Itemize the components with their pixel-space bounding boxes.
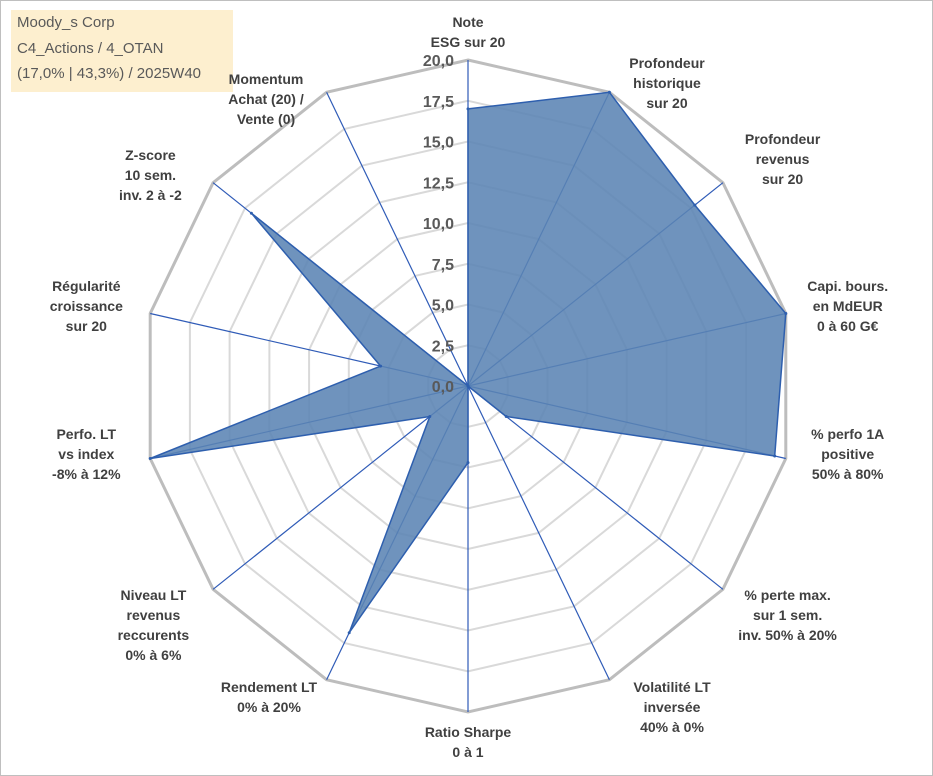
- axis-label-line: historique: [633, 75, 701, 91]
- axis-label-5: % perte max. sur 1 sem. inv. 50% à 20%: [738, 587, 837, 643]
- axis-label-line: sur 20: [646, 95, 687, 111]
- axis-label-line: positive: [821, 446, 874, 462]
- data-point-0: [466, 107, 470, 111]
- axis-spoke-5: [467, 385, 724, 590]
- tick-label-3: 7,5: [432, 257, 454, 274]
- axis-label-1: Profondeur historique sur 20: [629, 55, 705, 111]
- axis-spoke-6: [467, 385, 610, 680]
- tick-label-8: 20,0: [423, 53, 454, 70]
- info-company-name: Moody_s Corp: [17, 14, 115, 31]
- axis-label-line: ESG sur 20: [431, 34, 506, 50]
- axis-label-line: % perfo 1A: [811, 426, 884, 442]
- data-point-4: [773, 454, 777, 458]
- axis-label-line: Note: [452, 14, 483, 30]
- axis-label-line: Profondeur: [745, 131, 821, 147]
- tick-label-1: 2,5: [432, 338, 454, 355]
- radar-tick-labels: 0,0 2,5 5,0 7,5 10,0 12,5 15,0 17,5 20,0: [423, 53, 454, 396]
- axis-label-11: Régularité croissance sur 20: [50, 278, 123, 334]
- axis-label-line: revenus: [127, 607, 181, 623]
- info-stats-week: (17,0% | 43,3%) / 2025W40: [17, 65, 201, 82]
- axis-label-line: Vente (0): [237, 111, 295, 127]
- axis-label-line: vs index: [58, 446, 114, 462]
- axis-label-line: 0 à 1: [452, 744, 483, 760]
- axis-label-line: Profondeur: [629, 55, 705, 71]
- axis-label-line: -8% à 12%: [52, 466, 121, 482]
- data-point-8: [347, 631, 351, 635]
- data-point-10: [148, 457, 152, 460]
- axis-label-line: revenus: [756, 151, 810, 167]
- axis-label-line: en MdEUR: [813, 298, 883, 314]
- axis-label-line: reccurents: [118, 627, 190, 643]
- tick-label-4: 10,0: [423, 216, 454, 233]
- axis-label-line: sur 20: [66, 318, 107, 334]
- tick-label-2: 5,0: [432, 298, 454, 315]
- axis-label-line: inversée: [644, 699, 701, 715]
- axis-label-12: Z-score 10 sem. inv. 2 à -2: [119, 147, 182, 203]
- radar-series-layer: [148, 90, 788, 635]
- axis-label-line: Rendement LT: [221, 679, 318, 695]
- axis-label-2: Profondeur revenus sur 20: [745, 131, 821, 187]
- axis-label-line: Achat (20) /: [228, 91, 304, 107]
- data-point-2: [693, 203, 697, 207]
- axis-label-8: Rendement LT 0% à 20%: [221, 679, 318, 715]
- axis-label-line: 0% à 20%: [237, 699, 301, 715]
- axis-label-0: Note ESG sur 20: [431, 14, 506, 50]
- axis-label-line: Niveau LT: [120, 587, 186, 603]
- axis-label-line: Ratio Sharpe: [425, 724, 512, 740]
- data-point-5: [504, 415, 508, 418]
- info-box: Moody_s Corp C4_Actions / 4_OTAN (17,0% …: [11, 10, 233, 92]
- axis-spoke-13: [326, 92, 469, 387]
- axis-label-line: Z-score: [125, 147, 176, 163]
- axis-label-line: Perfo. LT: [56, 426, 116, 442]
- axis-label-line: Capi. bours.: [807, 278, 888, 294]
- info-category: C4_Actions / 4_OTAN: [17, 40, 164, 57]
- axis-label-line: 0 à 60 G€: [817, 318, 879, 334]
- tick-label-5: 12,5: [423, 175, 454, 192]
- data-point-7: [466, 461, 470, 465]
- axis-label-line: sur 1 sem.: [753, 607, 822, 623]
- axis-label-line: 40% à 0%: [640, 719, 704, 735]
- tick-label-0: 0,0: [432, 379, 454, 396]
- data-point-3: [784, 312, 788, 315]
- axis-label-line: Momentum: [229, 71, 304, 87]
- axis-label-10: Perfo. LT vs index -8% à 12%: [52, 426, 121, 482]
- axis-label-7: Ratio Sharpe 0 à 1: [425, 724, 512, 760]
- tick-label-7: 17,5: [423, 94, 454, 111]
- axis-label-line: Régularité: [52, 278, 121, 294]
- radar-axis-labels: Note ESG sur 20 Profondeur historique sur 20…: [50, 14, 888, 760]
- data-point-12: [249, 211, 253, 215]
- axis-spoke-9: [212, 385, 469, 590]
- axis-label-line: Volatilité LT: [633, 679, 711, 695]
- axis-label-line: croissance: [50, 298, 123, 314]
- axis-label-line: 50% à 80%: [812, 466, 884, 482]
- axis-label-13: Momentum Achat (20) / Vente (0): [228, 71, 304, 127]
- data-point-9: [428, 415, 432, 418]
- tick-label-6: 15,0: [423, 135, 454, 152]
- data-point-13: [466, 384, 470, 388]
- axis-label-line: % perte max.: [744, 587, 830, 603]
- axis-label-9: Niveau LT revenus reccurents 0% à 6%: [118, 587, 190, 663]
- axis-label-line: 10 sem.: [125, 167, 176, 183]
- axis-label-3: Capi. bours. en MdEUR 0 à 60 G€: [807, 278, 888, 334]
- axis-label-6: Volatilité LT inversée 40% à 0%: [633, 679, 711, 735]
- axis-label-line: inv. 2 à -2: [119, 187, 182, 203]
- axis-label-line: 0% à 6%: [125, 647, 182, 663]
- data-point-11: [379, 364, 383, 368]
- axis-label-line: sur 20: [762, 171, 803, 187]
- data-point-1: [607, 90, 611, 94]
- axis-label-4: % perfo 1A positive 50% à 80%: [811, 426, 884, 482]
- axis-label-line: inv. 50% à 20%: [738, 627, 837, 643]
